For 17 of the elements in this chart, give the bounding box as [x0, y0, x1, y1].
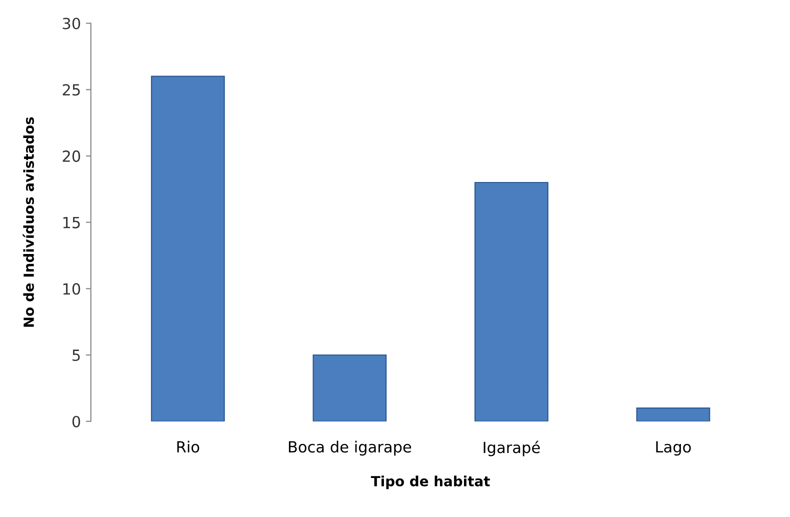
bar — [474, 182, 548, 422]
x-axis-title: Tipo de habitat — [370, 476, 490, 490]
x-tick-label: Igarapé — [484, 440, 540, 456]
x-tick-label: Boca de igarape — [288, 440, 412, 456]
y-tick-label: 30 — [62, 18, 80, 30]
y-tick-label: 0 — [72, 416, 80, 428]
y-tick-label: 10 — [63, 283, 80, 295]
bar — [150, 76, 225, 422]
x-tick-label: Rio — [177, 440, 200, 453]
y-tick-label: 25 — [62, 84, 80, 96]
y-tick-label: 20 — [62, 150, 80, 162]
bar — [636, 408, 710, 422]
bar — [312, 354, 387, 422]
x-tick-label: Lago — [656, 441, 691, 456]
y-axis-title: No de Indivíduos avistados — [22, 117, 34, 327]
y-tick-label: 5 — [72, 350, 80, 362]
y-tick-label: 15 — [63, 216, 80, 228]
